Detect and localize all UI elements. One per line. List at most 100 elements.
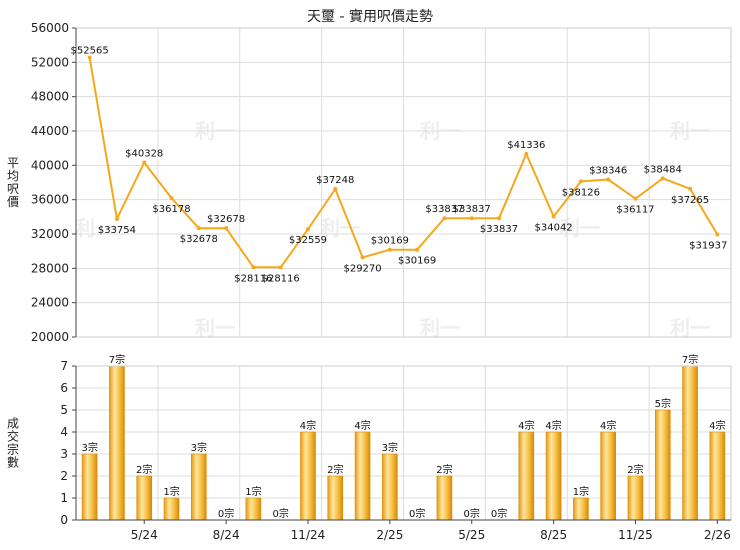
price-point: [360, 255, 365, 260]
volume-bar-label: 0宗: [218, 507, 234, 520]
volume-bar-label: 4宗: [518, 419, 534, 432]
price-point: [142, 160, 147, 165]
volume-bar-label: 2宗: [627, 463, 643, 476]
watermark: 利一: [670, 316, 710, 340]
price-data-label: $29270: [343, 263, 381, 274]
volume-tick-label: 0: [60, 513, 68, 527]
price-tick-label: 56000: [31, 21, 69, 35]
x-tick-label: 2/25: [376, 528, 403, 542]
watermark: 利一: [560, 216, 600, 240]
volume-bar: [627, 475, 644, 521]
volume-tick-label: 1: [60, 491, 68, 505]
price-line: [88, 57, 719, 269]
chart-title: 天璽 - 實用呎價走勢: [307, 8, 433, 25]
volume-bar: [545, 431, 562, 521]
price-data-label: $33837: [453, 204, 491, 215]
volume-bar-label: 0宗: [409, 507, 425, 520]
watermark: 利一: [75, 216, 115, 240]
price-line-layer: $52565 $33754 $40328 $36178 $32678 $32678 $281…: [71, 45, 728, 284]
volume-bar: [709, 431, 726, 521]
x-tick-label: 8/24: [213, 528, 240, 542]
volume-bars: 3宗 7宗 2宗 1宗 3宗 0宗 1宗 0宗 4宗 2宗 4宗 3宗 0宗 2宗 0宗 0宗 4宗 4宗 1宗 4宗…: [81, 353, 726, 521]
price-data-label: $33837: [425, 204, 463, 215]
price-data-label: $37248: [316, 175, 354, 186]
volume-bar: [245, 497, 262, 521]
price-tick-label: 52000: [31, 55, 69, 69]
price-data-label: $32678: [207, 214, 245, 225]
price-data-label: $34042: [535, 222, 573, 233]
x-tick-label: 2/26: [704, 528, 731, 542]
price-data-label: $52565: [71, 45, 109, 56]
volume-bar: [600, 431, 616, 521]
price-point: [387, 247, 392, 252]
volume-bar-label: 7宗: [109, 353, 125, 366]
price-point: [278, 265, 283, 270]
price-point: [333, 186, 338, 191]
x-tick-label: 8/25: [540, 528, 567, 542]
price-tick-label: 32000: [31, 227, 69, 241]
price-data-label: $33837: [480, 224, 518, 235]
price-tick-label: 20000: [31, 330, 69, 344]
price-data-label: $38126: [562, 187, 600, 198]
x-tick-label: 5/25: [458, 528, 485, 542]
volume-tick-label: 7: [60, 359, 68, 373]
price-data-label: $36178: [152, 204, 190, 215]
price-data-label: $31937: [689, 241, 727, 252]
axes: 20000 24000 28000 32000 36000 40000 44000 48000…: [7, 21, 732, 542]
x-tick-label: 11/24: [291, 528, 326, 542]
price-point: [688, 186, 693, 191]
price-point: [497, 216, 502, 221]
price-data-label: $37265: [671, 195, 709, 206]
volume-bar-label: 2宗: [136, 463, 152, 476]
price-tick-label: 28000: [31, 261, 69, 275]
price-grid: [75, 27, 732, 338]
price-data-label: $33754: [98, 225, 136, 236]
price-point: [578, 179, 583, 184]
volume-bar-label: 0宗: [464, 507, 480, 520]
price-data-label: $28116: [262, 273, 300, 284]
volume-bar-label: 5宗: [655, 397, 671, 410]
price-point: [196, 226, 201, 231]
price-point: [87, 55, 92, 60]
volume-tick-label: 4: [60, 425, 68, 439]
price-point: [415, 247, 420, 252]
volume-bar-label: 4宗: [709, 419, 725, 432]
price-data-label: $40328: [125, 149, 163, 160]
price-point: [469, 216, 474, 221]
price-point: [114, 216, 119, 221]
price-point: [305, 227, 310, 232]
volume-bar-label: 7宗: [682, 353, 698, 366]
volume-bar: [436, 475, 453, 521]
price-point: [524, 151, 529, 156]
watermark: 利一: [420, 316, 460, 340]
price-point: [660, 176, 665, 181]
volume-bar-label: 1宗: [245, 485, 261, 498]
volume-bar: [109, 365, 125, 521]
volume-bar: [682, 365, 698, 521]
price-data-label: $30169: [398, 256, 436, 267]
volume-bar-label: 2宗: [327, 463, 343, 476]
price-data-label: $38346: [589, 166, 627, 177]
price-point: [442, 216, 447, 221]
price-tick-label: 40000: [31, 158, 69, 172]
price-data-label: $32678: [180, 234, 218, 245]
volume-bar-label: 4宗: [600, 419, 616, 432]
price-data-label: $41336: [507, 140, 545, 151]
x-tick-label: 5/24: [131, 528, 158, 542]
volume-tick-label: 3: [60, 447, 68, 461]
volume-bar: [382, 453, 398, 521]
volume-bar-label: 3宗: [81, 441, 97, 454]
volume-bar-label: 1宗: [163, 485, 179, 498]
price-y-axis-title: 平均呎價: [7, 156, 19, 209]
x-tick-label: 11/25: [618, 528, 653, 542]
price-point: [633, 196, 638, 201]
volume-bar: [300, 431, 316, 521]
price-point: [551, 214, 556, 219]
volume-bar-label: 4宗: [545, 419, 561, 432]
volume-bar: [136, 475, 153, 521]
volume-bar-label: 4宗: [354, 419, 370, 432]
price-point: [251, 265, 256, 270]
